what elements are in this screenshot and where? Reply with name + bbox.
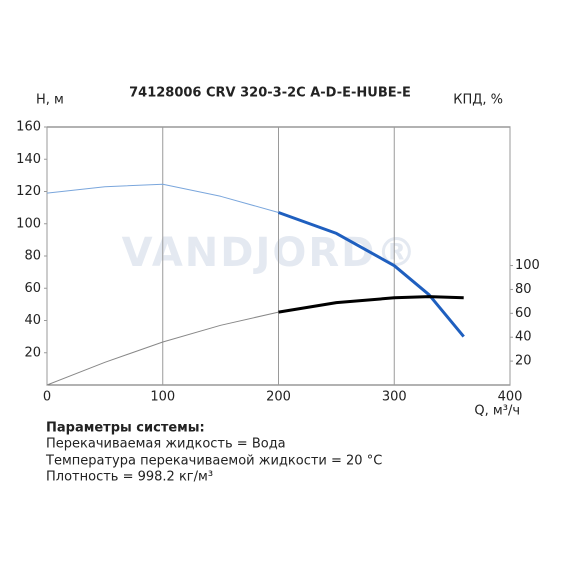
y2-tick-label: 80 bbox=[515, 282, 532, 297]
chart-title: 74128006 CRV 320-3-2C A-D-E-HUBE-E bbox=[129, 86, 411, 101]
x-tick-label: 400 bbox=[498, 390, 523, 405]
y2-axis-label: КПД, % bbox=[453, 93, 503, 108]
curve bbox=[46, 183, 279, 213]
curve bbox=[278, 295, 464, 314]
y2-tick-label: 100 bbox=[515, 258, 540, 273]
y2-tick-label: 60 bbox=[515, 306, 532, 321]
y-tick-label: 100 bbox=[16, 216, 41, 231]
curve bbox=[277, 211, 465, 338]
x-tick-label: 0 bbox=[43, 390, 51, 405]
y2-tick-label: 20 bbox=[515, 354, 532, 369]
params-line: Температура перекачиваемой жидкости = 20… bbox=[45, 454, 382, 469]
y-tick-label: 20 bbox=[24, 345, 41, 360]
x-tick-label: 100 bbox=[150, 390, 175, 405]
y-tick-label: 80 bbox=[24, 249, 41, 264]
x-axis-label: Q, м³/ч bbox=[474, 404, 520, 419]
y-tick-label: 120 bbox=[16, 184, 41, 199]
x-tick-label: 200 bbox=[266, 390, 291, 405]
params-line: Плотность = 998.2 кг/м³ bbox=[46, 470, 213, 485]
params-heading: Параметры системы: bbox=[46, 421, 205, 436]
y-tick-label: 140 bbox=[16, 152, 41, 167]
y-tick-label: 160 bbox=[16, 120, 41, 135]
y-tick-label: 60 bbox=[24, 281, 41, 296]
y2-tick-label: 40 bbox=[515, 330, 532, 345]
x-tick-label: 300 bbox=[382, 390, 407, 405]
y-tick-label: 40 bbox=[24, 313, 41, 328]
y-axis-label: H, м bbox=[36, 93, 64, 108]
curve bbox=[46, 311, 279, 386]
watermark: VANDJORD® bbox=[122, 230, 419, 276]
params-line: Перекачиваемая жидкость = Вода bbox=[46, 437, 286, 452]
